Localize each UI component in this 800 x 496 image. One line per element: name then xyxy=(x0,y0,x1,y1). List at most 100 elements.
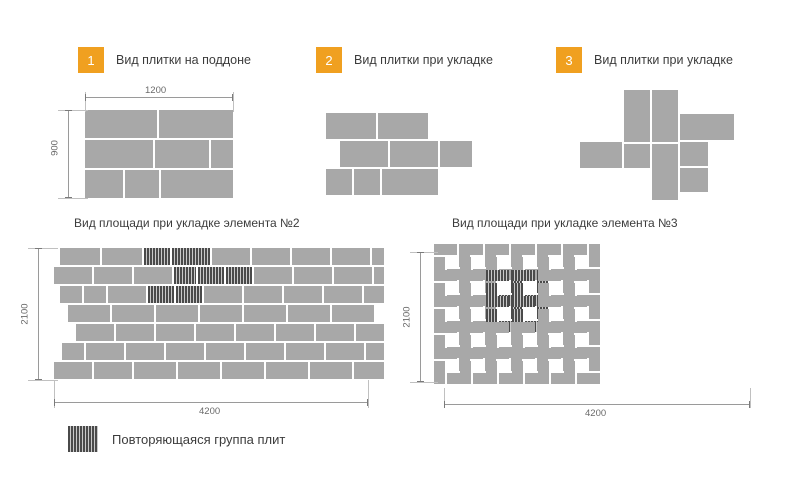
badge-2: 2 xyxy=(316,47,342,73)
tile xyxy=(537,322,548,345)
tile xyxy=(486,309,497,332)
tile xyxy=(434,283,445,306)
tile xyxy=(459,348,470,371)
tile xyxy=(460,348,483,359)
dimension-label-left-height: 2100 xyxy=(19,300,31,328)
dimension-tick xyxy=(65,197,72,198)
tile xyxy=(54,362,92,379)
dimension-line-right-width xyxy=(444,404,750,405)
extension-line xyxy=(58,198,88,199)
tile xyxy=(564,335,575,358)
tile xyxy=(316,324,354,341)
tile xyxy=(486,257,497,280)
tile xyxy=(551,373,574,384)
tile xyxy=(499,295,522,306)
tile xyxy=(485,244,496,267)
dimension-tick xyxy=(85,94,86,101)
tile xyxy=(486,270,509,281)
tile xyxy=(680,114,734,140)
tile xyxy=(499,373,522,384)
tile xyxy=(332,248,370,265)
tile xyxy=(551,295,574,306)
tile xyxy=(94,362,132,379)
dimension-tick xyxy=(417,252,424,253)
tile xyxy=(460,257,471,280)
tile xyxy=(580,142,622,168)
tile xyxy=(76,324,114,341)
tile xyxy=(354,362,384,379)
tile xyxy=(447,269,470,280)
tile xyxy=(62,343,84,360)
tile xyxy=(512,283,523,306)
element2-tile-group xyxy=(326,113,486,195)
tile xyxy=(334,267,372,284)
tile xyxy=(102,248,142,265)
dimension-line-pallet-height xyxy=(68,110,69,198)
header-label-1: Вид плитки на поддоне xyxy=(116,53,251,67)
tile xyxy=(310,362,352,379)
tile xyxy=(551,321,574,332)
tile xyxy=(326,343,364,360)
pallet-tile-group xyxy=(85,110,233,198)
tile xyxy=(459,296,470,319)
tile xyxy=(447,347,470,358)
tile xyxy=(460,283,471,306)
tile xyxy=(156,324,194,341)
tile xyxy=(85,140,153,168)
tile xyxy=(372,248,384,265)
tile xyxy=(551,269,574,280)
tile xyxy=(577,347,600,358)
tile xyxy=(434,309,445,332)
tile xyxy=(577,321,600,332)
tile xyxy=(460,322,483,333)
tile xyxy=(85,110,157,138)
tile xyxy=(551,347,574,358)
tile xyxy=(292,248,330,265)
tile xyxy=(624,90,650,142)
tile xyxy=(486,296,509,307)
extension-line xyxy=(85,92,86,112)
tile xyxy=(284,286,322,303)
tile xyxy=(564,270,587,281)
tile xyxy=(564,283,575,306)
dimension-tick xyxy=(35,248,42,249)
area-left-tile-group xyxy=(54,248,384,380)
tile xyxy=(178,362,220,379)
tile xyxy=(447,295,470,306)
dimension-line-left-height xyxy=(38,248,39,380)
tile xyxy=(356,324,384,341)
tile xyxy=(354,169,380,195)
extension-line xyxy=(750,388,751,408)
extension-line xyxy=(410,382,438,383)
tile xyxy=(382,169,438,195)
tile xyxy=(112,305,154,322)
tile xyxy=(473,373,496,384)
tile xyxy=(499,321,522,332)
tile xyxy=(473,321,496,332)
tile xyxy=(286,343,324,360)
tile xyxy=(563,296,574,319)
tile xyxy=(84,286,106,303)
tile xyxy=(512,309,523,332)
badge-1: 1 xyxy=(78,47,104,73)
tile xyxy=(589,270,600,293)
repeating-group-swatch-icon xyxy=(68,426,98,452)
tile xyxy=(252,248,290,265)
tile xyxy=(172,248,210,265)
tile xyxy=(440,141,472,167)
header-block-2: 2 Вид плитки при укладке xyxy=(316,47,493,73)
extension-line xyxy=(368,380,369,408)
tile xyxy=(434,257,445,280)
tile xyxy=(485,322,496,345)
tile xyxy=(246,343,284,360)
tile xyxy=(486,244,509,255)
tile xyxy=(563,270,574,293)
tile xyxy=(537,270,548,293)
tile xyxy=(226,267,252,284)
tile xyxy=(434,296,457,307)
tile xyxy=(326,113,376,139)
tile xyxy=(537,296,548,319)
tile xyxy=(589,348,600,371)
tile xyxy=(266,362,308,379)
